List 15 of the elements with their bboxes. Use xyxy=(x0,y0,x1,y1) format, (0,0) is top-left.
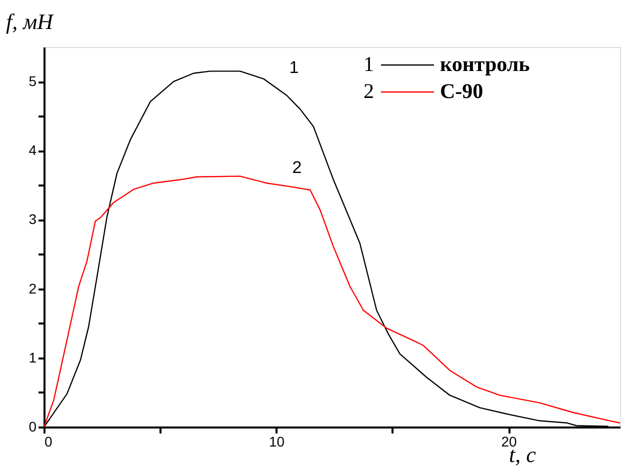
annotation: 2 xyxy=(292,158,302,177)
text: 1 xyxy=(364,52,374,76)
annotation: 1 xyxy=(289,58,299,77)
x-tick-label: 10 xyxy=(268,434,285,450)
y-tick-label: 0 xyxy=(28,418,37,434)
legend-label: С-90 xyxy=(440,79,484,103)
y-tick-label: 3 xyxy=(28,211,37,228)
x-tick-label: 0 xyxy=(44,434,52,450)
y-tick-label: 5 xyxy=(28,73,37,90)
y-tick-label: 2 xyxy=(28,280,37,296)
legend-label: контроль xyxy=(440,52,530,76)
y-tick-label: 4 xyxy=(28,142,37,158)
text: 2 xyxy=(364,79,374,103)
y-tick-label: 1 xyxy=(28,349,37,366)
y-axis-title: f, мН xyxy=(6,9,54,34)
